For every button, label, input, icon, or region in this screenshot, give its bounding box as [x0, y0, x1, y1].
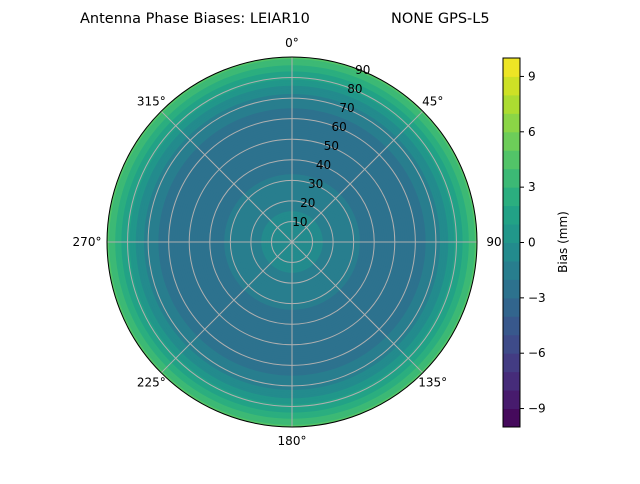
radial-tick-labels: 10 20 30 40 50 60 70 80 90 [292, 63, 370, 229]
angular-tick-label: 0° [285, 36, 299, 50]
colorbar-level [503, 316, 520, 336]
angular-tick-label: 315° [137, 94, 166, 108]
colorbar-label: Bias (mm) [556, 211, 570, 273]
radial-tick-label: 50 [324, 139, 339, 153]
colorbar-level [503, 168, 520, 188]
colorbar-level [503, 94, 520, 114]
colorbar-level [503, 205, 520, 225]
radial-tick-label: 70 [339, 101, 354, 115]
colorbar-tick-label: 0 [528, 236, 536, 250]
colorbar-level [503, 408, 520, 428]
colorbar-level [503, 113, 520, 133]
angular-gridline [291, 110, 424, 243]
colorbar-level [503, 334, 520, 354]
colorbar-level [503, 131, 520, 151]
angular-tick-label: 45° [422, 94, 443, 108]
colorbar-level [503, 224, 520, 243]
polar-frame [106, 56, 478, 428]
angular-tick-label: 270° [73, 235, 102, 249]
colorbar-level [503, 353, 520, 373]
colorbar-tick-label: −9 [528, 402, 546, 416]
colorbar-level [503, 371, 520, 391]
colorbar-tick-label: 6 [528, 125, 536, 139]
colorbar-level [503, 76, 520, 96]
colorbar-level [503, 390, 520, 410]
radial-tick-label: 90 [355, 63, 370, 77]
radial-tick-label: 30 [308, 177, 323, 191]
angular-tick-label: 225° [137, 376, 166, 390]
radial-tick-label: 40 [316, 158, 331, 172]
chart-title-right: NONE GPS-L5 [391, 11, 490, 27]
polar-grid [107, 57, 477, 427]
colorbar-level [503, 187, 520, 207]
angular-tick-labels: 0° 45° 90° 135° 180° 225° 270° 315° [73, 36, 508, 448]
colorbar-tick-label: −6 [528, 346, 546, 360]
radial-tick-label: 80 [347, 82, 362, 96]
colorbar-level [503, 297, 520, 317]
chart-title-left: Antenna Phase Biases: LEIAR10 [80, 11, 310, 27]
angular-gridline [291, 241, 424, 374]
radial-tick-label: 60 [332, 120, 347, 134]
colorbar-level [503, 260, 520, 280]
colorbar-level [503, 242, 520, 262]
colorbar-tick-label: 3 [528, 180, 536, 194]
colorbar-tick-label: −3 [528, 291, 546, 305]
colorbar-level [503, 150, 520, 170]
colorbar: −9 −6 −3 0 3 6 9 [502, 57, 546, 428]
angular-tick-label: 180° [278, 434, 307, 448]
radial-tick-label: 20 [300, 196, 315, 210]
colorbar-level [503, 279, 520, 299]
angular-tick-label: 135° [418, 376, 447, 390]
colorbar-level [503, 58, 520, 77]
angular-gridline [160, 110, 293, 243]
angular-tick-label: 90° [486, 235, 507, 249]
angular-gridline [160, 241, 293, 374]
radial-tick-label: 10 [292, 215, 307, 229]
colorbar-tick-label: 9 [528, 69, 536, 83]
